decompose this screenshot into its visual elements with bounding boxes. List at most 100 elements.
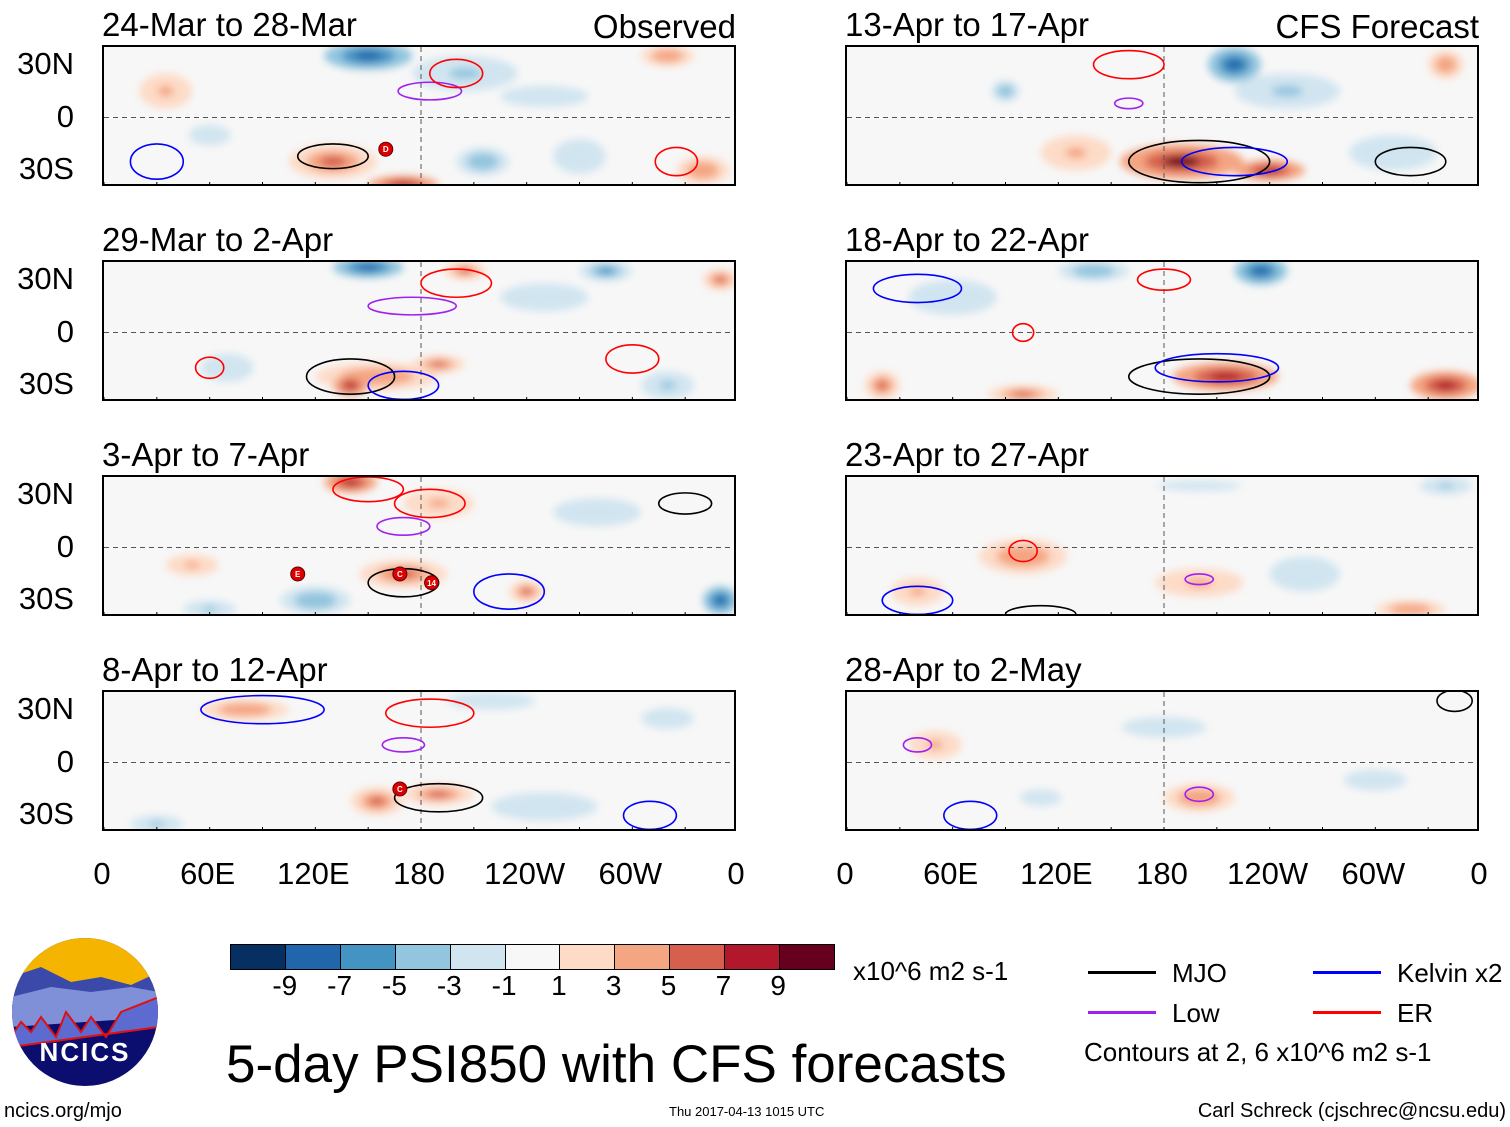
legend-label: Kelvin x2 xyxy=(1397,958,1503,988)
tropical-cyclone-icon: E xyxy=(290,566,306,582)
x-tick-label: 180 xyxy=(1136,856,1188,891)
colorbar xyxy=(230,944,835,970)
anomaly-blob xyxy=(184,561,200,569)
storm-label: D xyxy=(383,145,389,154)
column-label-observed: Observed xyxy=(592,8,736,45)
column-label-forecast: CFS Forecast xyxy=(1275,8,1479,45)
map-panel xyxy=(845,475,1479,616)
anomaly-blob xyxy=(392,181,414,184)
mjo-contour xyxy=(393,782,484,813)
units-label: x10^6 m2 s-1 xyxy=(853,956,1009,986)
y-tick-label: 30N xyxy=(17,45,74,81)
anomaly-blob xyxy=(715,276,726,283)
colorbar-label: 9 xyxy=(770,970,786,1001)
anomaly-blob xyxy=(715,596,726,605)
anomaly-blob xyxy=(201,606,218,612)
mjo-contour xyxy=(657,492,713,515)
anomaly-blob xyxy=(659,381,676,390)
y-tick-label: 0 xyxy=(56,528,74,564)
ncics-logo: NCICS xyxy=(11,937,159,1087)
er-contour xyxy=(393,488,466,519)
anomaly-blob xyxy=(357,264,379,271)
anomaly-blob xyxy=(428,499,450,508)
anomaly-blob xyxy=(148,821,165,827)
figure-title: 5-day PSI850 with CFS forecasts xyxy=(226,1035,1007,1094)
anomaly-blob xyxy=(157,85,174,97)
colorbar-swatch xyxy=(340,945,396,969)
logo-text: NCICS xyxy=(39,1037,131,1067)
er-contour xyxy=(654,146,699,177)
anomaly-blob xyxy=(531,293,558,302)
anomaly-blob xyxy=(1294,568,1316,580)
legend-line-kelvin xyxy=(1313,971,1381,974)
kelvin-contour xyxy=(200,694,325,725)
map-panel: D xyxy=(102,45,736,186)
colorbar-swatch xyxy=(725,945,781,969)
er-contour xyxy=(1136,268,1192,291)
x-tick-label: 60W xyxy=(598,856,663,891)
y-tick-label: 30S xyxy=(18,151,74,187)
map-panel: E C 14 xyxy=(102,475,736,616)
website-link[interactable]: ncics.org/mjo xyxy=(4,1100,122,1122)
er-contour xyxy=(332,477,405,503)
author-credit: Carl Schreck (cjschrec@ncsu.edu) xyxy=(1197,1100,1506,1122)
anomaly-blob xyxy=(1186,578,1213,587)
anomaly-blob xyxy=(876,381,888,390)
mjo-contour xyxy=(1436,692,1473,713)
y-tick-label: 30N xyxy=(17,475,74,511)
anomaly-blob xyxy=(449,68,481,79)
legend-line-low xyxy=(1088,1011,1156,1014)
y-tick-label: 0 xyxy=(56,98,74,134)
anomaly-blob xyxy=(1030,793,1052,802)
anomaly-blob xyxy=(474,157,491,166)
tropical-cyclone-icon: C xyxy=(392,781,408,797)
contour-note: Contours at 2, 6 x10^6 m2 s-1 xyxy=(1084,1037,1432,1067)
map-panel xyxy=(102,260,736,401)
tropical-cyclone-icon: D xyxy=(378,141,394,157)
y-tick-label: 30N xyxy=(17,260,74,296)
x-tick-label: 180 xyxy=(393,856,445,891)
anomaly-blob xyxy=(1178,483,1221,489)
storm-label: 14 xyxy=(427,579,436,588)
anomaly-blob xyxy=(199,129,221,141)
tropical-cyclone-icon: C xyxy=(392,566,408,582)
x-tick-label: 60E xyxy=(180,856,236,891)
kelvin-contour xyxy=(943,800,998,829)
anomaly-blob xyxy=(1399,606,1422,612)
er-contour xyxy=(384,698,475,729)
anomaly-blob xyxy=(1379,147,1407,159)
legend-line-mjo xyxy=(1088,971,1156,974)
legend-line-er xyxy=(1313,1011,1381,1014)
anomaly-blob xyxy=(430,361,447,367)
colorbar-label: -5 xyxy=(382,970,407,1001)
colorbar-swatch xyxy=(505,945,561,969)
y-tick-label: 30S xyxy=(18,366,74,402)
anomaly-blob xyxy=(219,363,236,372)
storm-label: E xyxy=(295,570,301,579)
legend-label: MJO xyxy=(1172,958,1227,988)
colorbar-swatch xyxy=(450,945,506,969)
low-contour xyxy=(1184,573,1215,586)
anomaly-blob xyxy=(1252,266,1269,276)
er-contour xyxy=(605,344,660,374)
low-contour xyxy=(367,296,458,316)
anomaly-blob xyxy=(369,797,385,806)
anomaly-blob xyxy=(571,150,588,162)
panel-title: 18-Apr to 22-Apr xyxy=(845,221,1089,258)
anomaly-blob xyxy=(694,166,711,175)
panel-title: 13-Apr to 17-Apr xyxy=(845,6,1089,43)
anomaly-blob xyxy=(1209,372,1242,381)
x-tick-label: 0 xyxy=(727,856,745,891)
mjo-contour xyxy=(1127,139,1271,184)
x-tick-label: 120W xyxy=(484,856,566,891)
panel-title: 3-Apr to 7-Apr xyxy=(102,436,310,473)
kelvin-contour xyxy=(367,370,440,399)
anomaly-blob xyxy=(528,802,561,811)
x-tick-label: 0 xyxy=(1470,856,1488,891)
colorbar-label: -7 xyxy=(327,970,353,1001)
colorbar-label: 3 xyxy=(605,970,622,1001)
colorbar-label: -9 xyxy=(272,970,298,1001)
legend-label: Low xyxy=(1172,998,1220,1028)
er-contour xyxy=(429,58,484,89)
er-contour xyxy=(420,268,493,299)
